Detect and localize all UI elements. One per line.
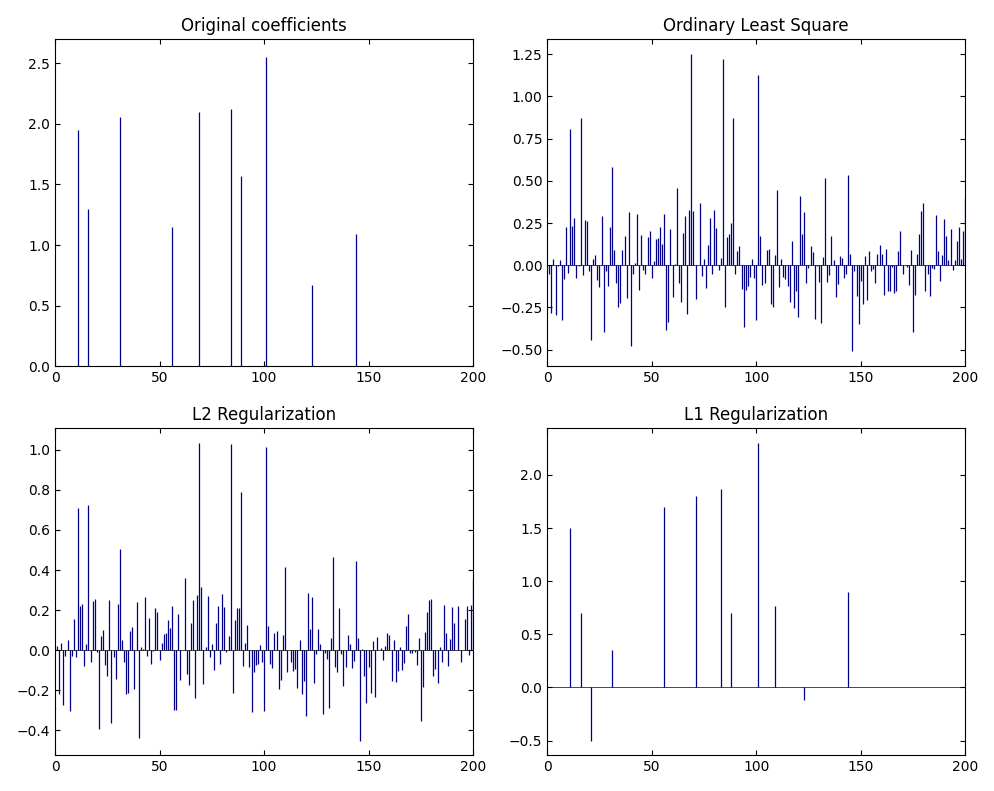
Title: Ordinary Least Square: Ordinary Least Square <box>663 17 848 35</box>
Title: Original coefficients: Original coefficients <box>181 17 347 35</box>
Title: L1 Regularization: L1 Regularization <box>684 406 827 424</box>
Title: L2 Regularization: L2 Regularization <box>192 406 336 424</box>
